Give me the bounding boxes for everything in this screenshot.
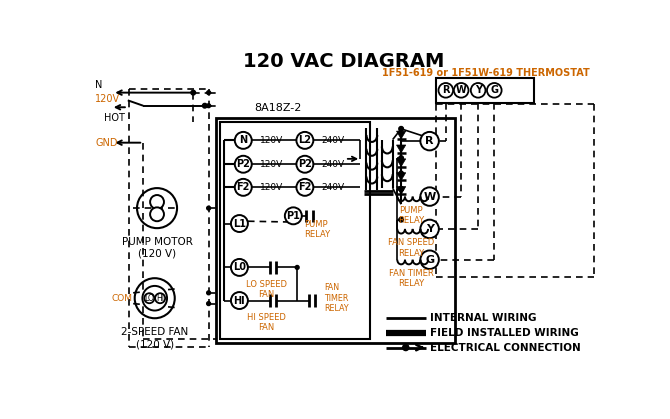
Text: L0: L0: [233, 262, 246, 272]
Text: P2: P2: [298, 159, 312, 169]
Circle shape: [234, 132, 252, 149]
Circle shape: [231, 292, 248, 309]
Circle shape: [399, 186, 403, 191]
Polygon shape: [397, 173, 406, 181]
Text: 240V: 240V: [322, 160, 345, 169]
Text: W: W: [423, 191, 436, 202]
Circle shape: [155, 293, 165, 303]
Text: Y: Y: [474, 85, 482, 95]
Text: 120V: 120V: [260, 136, 283, 145]
Text: F2: F2: [237, 182, 250, 192]
Polygon shape: [397, 186, 406, 194]
Circle shape: [438, 83, 453, 98]
Circle shape: [144, 293, 154, 303]
Text: G: G: [425, 255, 434, 265]
Text: R: R: [425, 136, 434, 146]
Circle shape: [234, 179, 252, 196]
Circle shape: [150, 207, 164, 221]
Bar: [216, 118, 455, 343]
Circle shape: [137, 188, 177, 228]
Circle shape: [207, 104, 210, 108]
Text: PUMP
RELAY: PUMP RELAY: [398, 206, 424, 225]
Circle shape: [231, 215, 248, 232]
Text: N: N: [239, 135, 247, 145]
Circle shape: [420, 187, 439, 206]
Text: 240V: 240V: [322, 136, 345, 145]
Text: L2: L2: [298, 135, 312, 145]
Text: 8A18Z-2: 8A18Z-2: [254, 103, 302, 113]
Text: ELECTRICAL CONNECTION: ELECTRICAL CONNECTION: [429, 342, 580, 352]
Text: 120V: 120V: [95, 94, 121, 104]
Circle shape: [231, 259, 248, 276]
Text: Y: Y: [425, 224, 433, 234]
Circle shape: [296, 156, 314, 173]
Text: FAN
TIMER
RELAY: FAN TIMER RELAY: [324, 283, 349, 313]
Text: LO SPEED
FAN: LO SPEED FAN: [246, 280, 287, 299]
Text: HI: HI: [156, 294, 164, 303]
Circle shape: [207, 206, 210, 210]
Text: 120V: 120V: [260, 160, 283, 169]
Text: R: R: [442, 85, 450, 95]
Text: L1: L1: [233, 219, 246, 228]
Text: 120 VAC DIAGRAM: 120 VAC DIAGRAM: [243, 52, 444, 70]
Text: HI: HI: [234, 295, 245, 305]
Circle shape: [202, 103, 207, 108]
Circle shape: [399, 171, 403, 176]
Circle shape: [296, 179, 314, 196]
Text: F2: F2: [298, 182, 312, 192]
Text: HI SPEED
FAN: HI SPEED FAN: [247, 313, 286, 332]
Text: 2-SPEED FAN
(120 V): 2-SPEED FAN (120 V): [121, 328, 188, 349]
Text: 1F51-619 or 1F51W-619 THERMOSTAT: 1F51-619 or 1F51W-619 THERMOSTAT: [382, 68, 590, 78]
Text: COM: COM: [111, 294, 133, 303]
Circle shape: [471, 83, 486, 98]
Circle shape: [399, 127, 403, 131]
Text: FIELD INSTALLED WIRING: FIELD INSTALLED WIRING: [429, 328, 578, 338]
Circle shape: [399, 186, 403, 191]
Text: 120V: 120V: [260, 183, 283, 192]
Polygon shape: [397, 131, 406, 139]
Text: G: G: [490, 85, 498, 95]
Bar: [436, 78, 535, 103]
Circle shape: [454, 83, 468, 98]
Circle shape: [191, 91, 196, 95]
Circle shape: [234, 156, 252, 173]
Text: N: N: [95, 80, 103, 91]
Text: PUMP MOTOR
(120 V): PUMP MOTOR (120 V): [121, 238, 192, 259]
Text: FAN SPEED
RELAY: FAN SPEED RELAY: [388, 238, 434, 258]
Circle shape: [403, 344, 409, 351]
Text: 240V: 240V: [322, 183, 345, 192]
Circle shape: [207, 91, 210, 95]
Text: FAN TIMER
RELAY: FAN TIMER RELAY: [389, 269, 433, 288]
Polygon shape: [397, 159, 406, 166]
Text: INTERNAL WIRING: INTERNAL WIRING: [429, 313, 536, 323]
Circle shape: [420, 220, 439, 238]
Text: P2: P2: [237, 159, 250, 169]
Circle shape: [399, 217, 403, 222]
Circle shape: [135, 278, 175, 318]
Circle shape: [150, 195, 164, 209]
Circle shape: [285, 207, 302, 224]
Circle shape: [295, 266, 299, 269]
Circle shape: [487, 83, 502, 98]
Bar: [220, 122, 371, 339]
Circle shape: [207, 302, 210, 305]
Text: P1: P1: [286, 211, 300, 221]
Circle shape: [207, 291, 210, 295]
Circle shape: [420, 251, 439, 269]
Circle shape: [399, 156, 403, 160]
Text: PUMP
RELAY: PUMP RELAY: [304, 220, 330, 239]
Text: LO: LO: [145, 294, 154, 303]
Text: HOT: HOT: [104, 113, 125, 123]
Text: GND: GND: [95, 138, 118, 147]
Circle shape: [296, 132, 314, 149]
Circle shape: [420, 132, 439, 150]
Polygon shape: [397, 145, 406, 153]
Text: W: W: [456, 85, 466, 95]
Circle shape: [143, 286, 167, 310]
